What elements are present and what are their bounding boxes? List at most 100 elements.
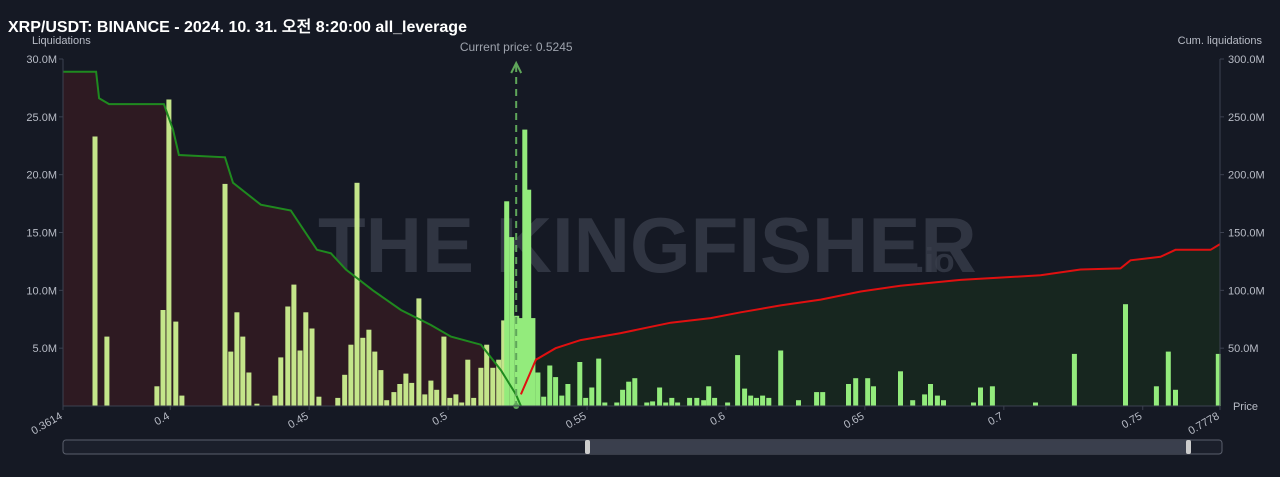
bar	[754, 397, 759, 406]
plot	[63, 60, 1221, 409]
bar	[179, 395, 185, 406]
bar	[1153, 386, 1159, 406]
bar	[725, 402, 731, 406]
bar	[514, 315, 520, 406]
bar	[620, 389, 626, 406]
y2-tick-label: 200.0M	[1228, 170, 1265, 182]
bar	[397, 384, 403, 406]
watermark-group: THE KINGFISHER .io	[318, 201, 977, 289]
bar	[297, 350, 303, 406]
bar	[278, 357, 284, 406]
y2-axis-label: Cum. liquidations	[1178, 35, 1263, 47]
bar	[441, 336, 447, 406]
bar	[316, 396, 322, 406]
bar	[971, 402, 976, 406]
y-tick-label: 15.0M	[26, 228, 57, 240]
bar	[490, 367, 496, 406]
bar	[465, 359, 471, 406]
bar	[701, 400, 707, 406]
bar	[565, 384, 571, 406]
bar	[535, 372, 541, 406]
bar	[366, 329, 372, 406]
bar	[360, 337, 366, 406]
bar	[978, 387, 983, 406]
bar	[453, 394, 459, 406]
bar	[234, 312, 240, 406]
bar	[989, 386, 995, 406]
bar	[675, 402, 681, 406]
bar	[154, 386, 160, 406]
y-tick-label: 10.0M	[26, 285, 57, 297]
bar	[1173, 389, 1178, 406]
bar	[1071, 353, 1077, 406]
bar	[814, 392, 820, 406]
bar	[484, 344, 490, 406]
bar	[342, 374, 348, 406]
bar	[796, 400, 801, 406]
bar	[530, 318, 536, 406]
bar	[272, 395, 278, 406]
bar	[589, 387, 595, 406]
bar	[240, 336, 246, 406]
y-tick-label: 20.0M	[26, 170, 57, 182]
bar	[735, 355, 741, 406]
bar	[403, 373, 409, 406]
bar	[434, 389, 440, 406]
bar	[577, 362, 583, 406]
y2-tick-label: 100.0M	[1228, 285, 1265, 297]
bar	[354, 182, 360, 406]
scrollbar-handle[interactable]	[585, 440, 590, 454]
bar	[650, 401, 656, 406]
scrollbar-handle[interactable]	[1186, 440, 1191, 454]
bar	[496, 359, 502, 406]
bar	[820, 392, 826, 406]
y-tick-label: 5.0M	[33, 343, 57, 355]
bar	[471, 397, 477, 406]
bar	[663, 402, 669, 406]
bar	[1123, 304, 1128, 406]
bar	[541, 396, 547, 406]
bar	[553, 377, 559, 406]
scrollbar-thumb[interactable]	[588, 441, 1189, 453]
y-axis-label: Liquidations	[32, 35, 91, 47]
bar	[910, 400, 916, 406]
bar	[547, 365, 553, 406]
bar	[748, 395, 754, 406]
bar	[92, 136, 98, 406]
bar	[309, 328, 315, 406]
y-tick-label: 25.0M	[26, 112, 57, 124]
bar	[372, 351, 378, 406]
bar	[447, 397, 453, 406]
bar	[694, 397, 700, 406]
bar	[687, 397, 693, 406]
bar	[459, 402, 465, 406]
y-tick-label: 30.0M	[26, 54, 57, 66]
y2-tick-label: 150.0M	[1228, 228, 1265, 240]
bar	[559, 395, 565, 406]
bar	[254, 403, 260, 406]
current-price-arrow	[510, 60, 523, 74]
bar	[518, 318, 524, 406]
bar	[846, 384, 851, 406]
bar	[871, 386, 876, 406]
bar	[335, 397, 341, 406]
bar	[416, 298, 422, 406]
bar	[778, 350, 784, 406]
bar	[246, 372, 252, 406]
cumulative-line	[63, 70, 522, 407]
bar	[766, 397, 772, 406]
bar	[941, 400, 946, 406]
chart-title: XRP/USDT: BINANCE - 2024. 10. 31. 오전 8:2…	[8, 18, 467, 36]
bar	[303, 312, 309, 406]
y2-tick-label: 250.0M	[1228, 112, 1265, 124]
bar	[853, 378, 859, 406]
bar	[478, 367, 484, 406]
bar	[526, 189, 532, 406]
bar	[706, 386, 712, 406]
bar	[384, 400, 390, 406]
bar	[428, 380, 434, 406]
y2-tick-label: 300.0M	[1228, 54, 1265, 66]
bar	[1165, 351, 1171, 406]
